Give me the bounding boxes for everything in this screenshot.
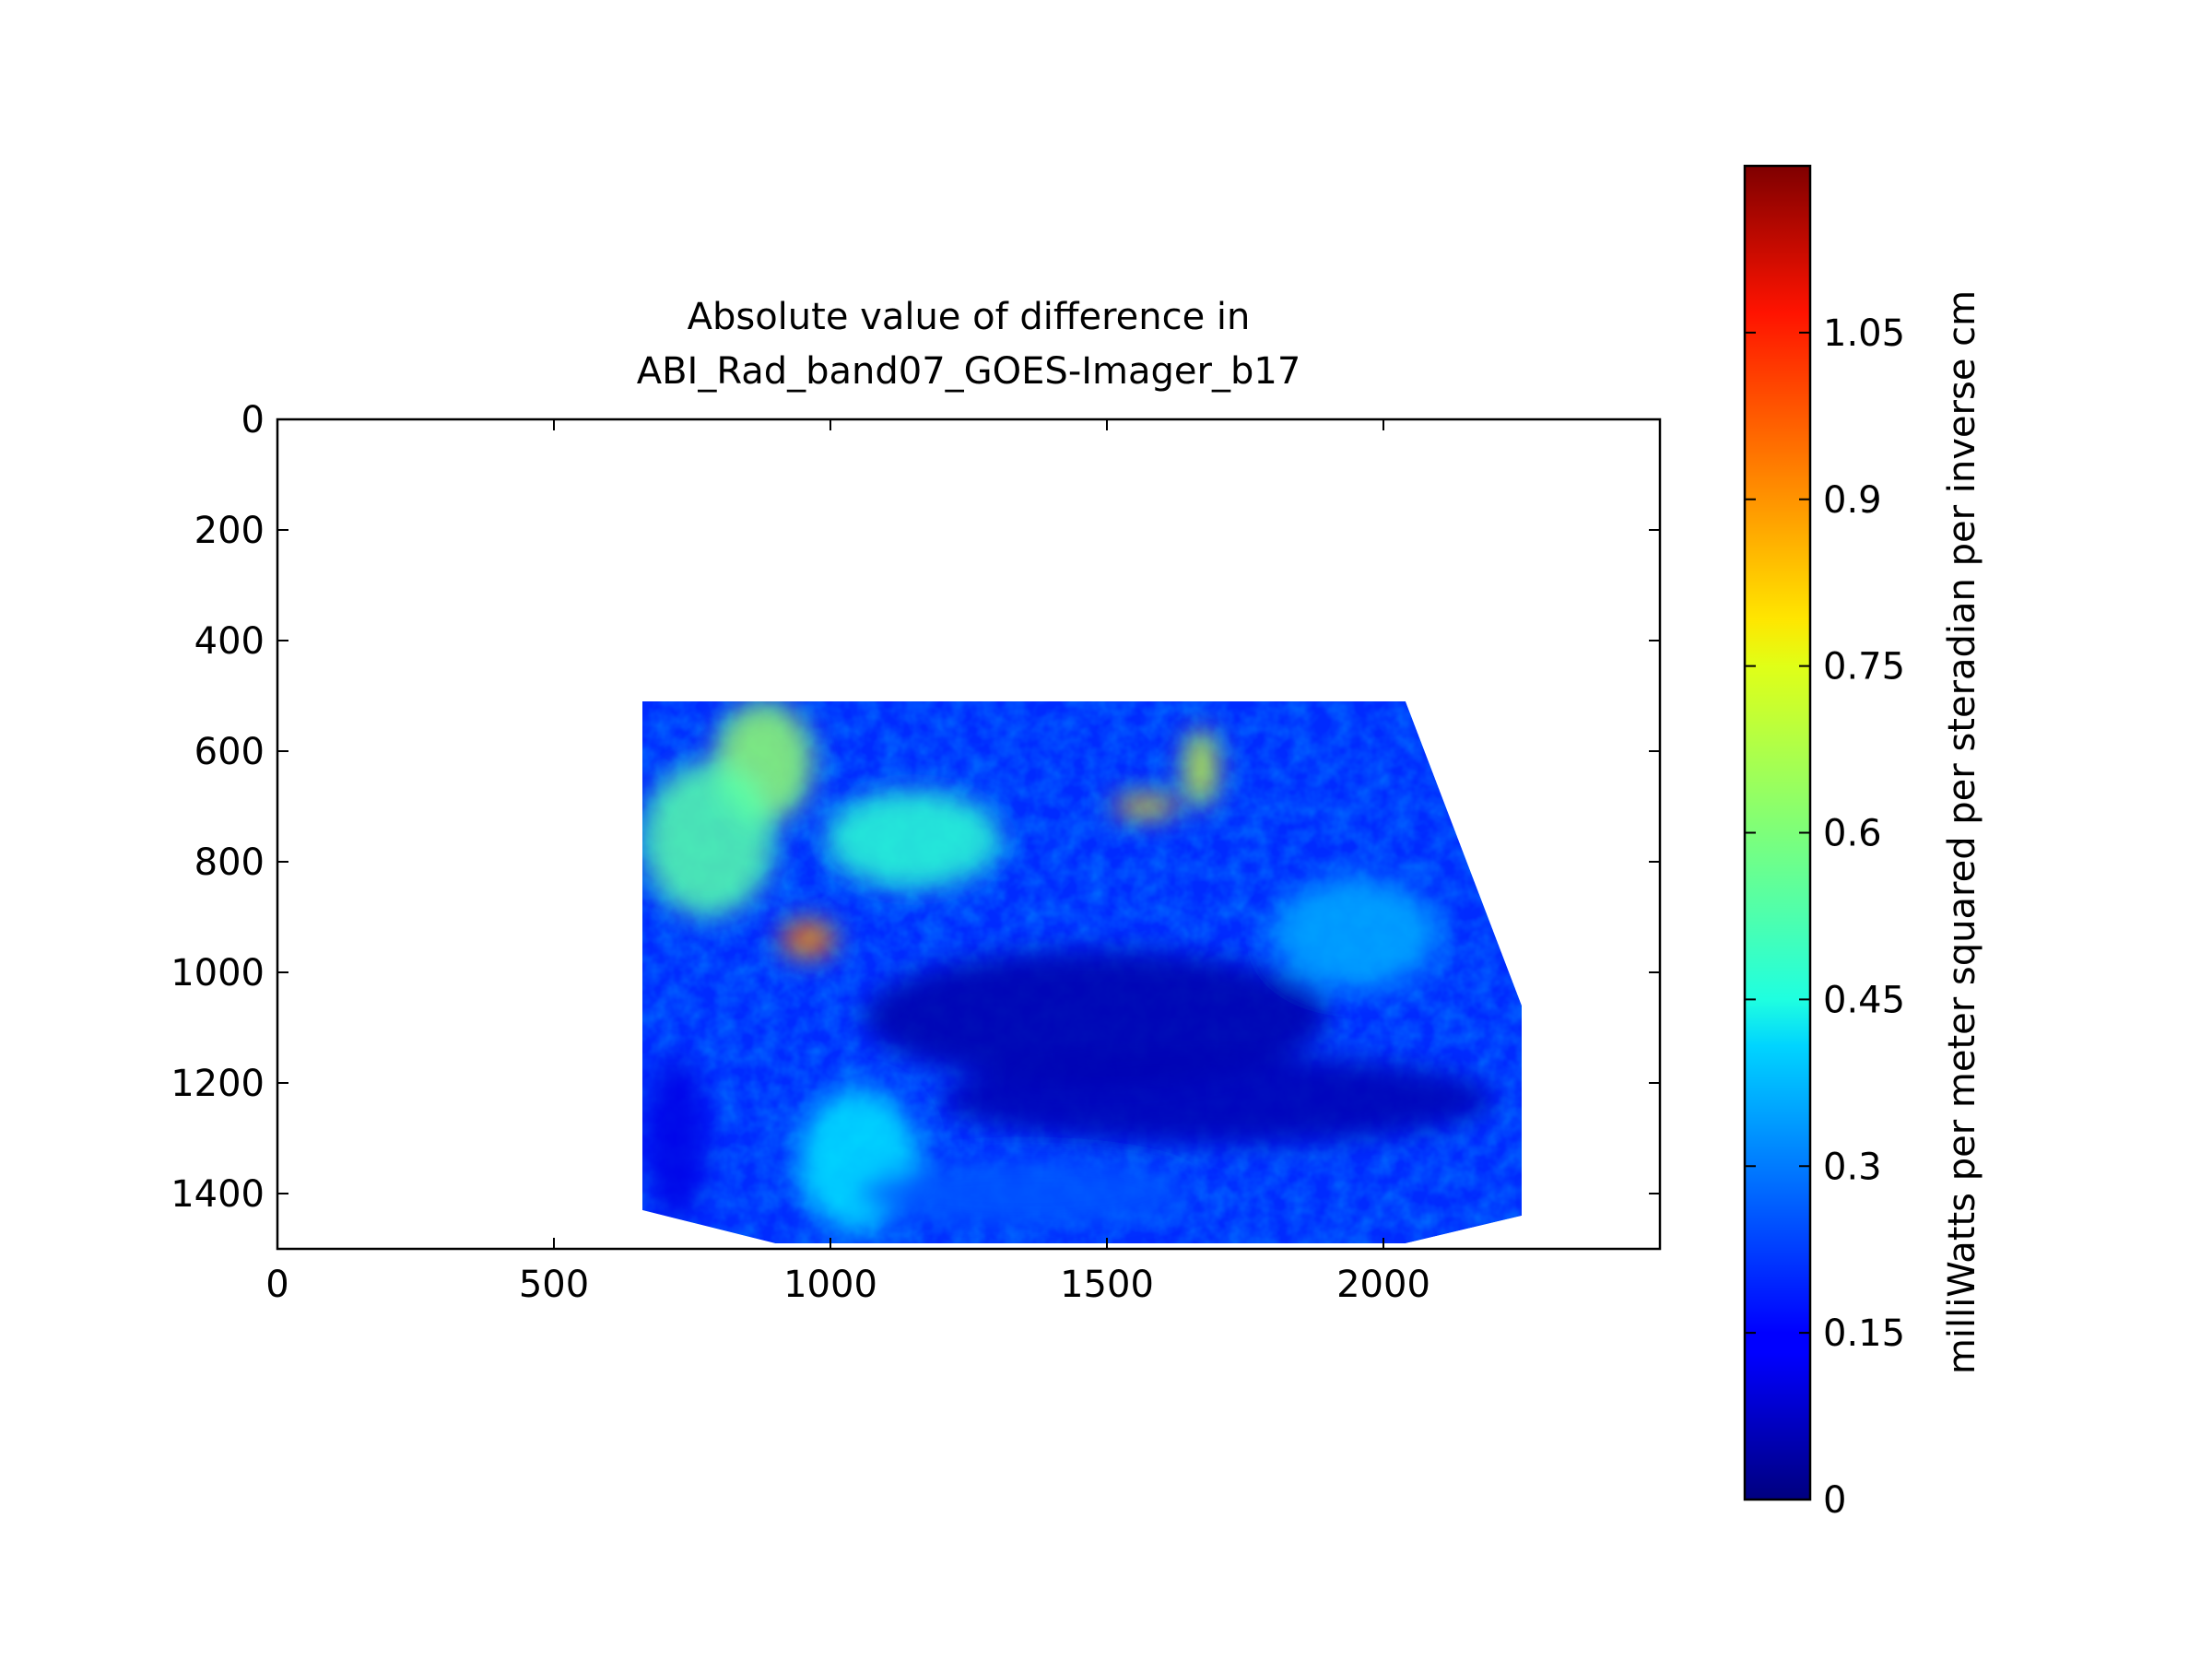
heatmap-feature [1273,878,1439,989]
heatmap-feature [781,920,836,959]
heatmap-feature [642,1055,709,1221]
plot-area [642,701,1522,1243]
heatmap-feature [941,1055,1494,1144]
chart-title-line-1: Absolute value of difference in [688,296,1251,338]
colorbar-tick-label: 0.6 [1823,813,1882,855]
colorbar-tick-label: 1.05 [1823,312,1905,355]
chart-title-line-2: ABI_Rad_band07_GOES-Imager_b17 [637,350,1301,393]
x-tick-label: 1000 [783,1264,877,1306]
y-tick-label: 1400 [171,1173,265,1216]
colorbar-tick-label: 0 [1823,1479,1846,1522]
heatmap-feature [825,790,1002,889]
heatmap-region [642,701,1522,1243]
x-tick-label: 0 [265,1264,288,1306]
colorbar: 0 0.15 0.3 0.45 0.6 0.75 0.9 1.05 milliWatts pe… [1743,164,1983,1522]
y-tick-label: 1000 [171,952,265,994]
heatmap-feature [864,950,1328,1083]
colorbar-tick-label: 0.45 [1823,979,1905,1021]
colorbar-label: milliWatts per meter squared per steradi… [1941,290,1983,1374]
y-axis: 0 200 400 600 800 1000 1200 1400 [171,399,1660,1216]
colorbar-tick-label: 0.75 [1823,646,1905,688]
heatmap-feature [642,762,775,917]
y-tick-label: 0 [241,399,265,441]
x-tick-label: 500 [519,1264,589,1306]
y-tick-label: 400 [194,620,265,663]
heatmap-feature [1184,729,1218,806]
colorbar-tick-label: 0.15 [1823,1312,1905,1355]
x-tick-label: 1500 [1060,1264,1154,1306]
y-tick-label: 1200 [171,1063,265,1105]
colorbar-ticks: 0 0.15 0.3 0.45 0.6 0.75 0.9 1.05 [1745,312,1905,1522]
y-tick-label: 600 [194,731,265,773]
x-tick-label: 2000 [1336,1264,1430,1306]
plot-frame [276,418,1662,1251]
colorbar-tick-label: 0.9 [1823,479,1882,522]
heatmap-feature [858,1160,1190,1227]
heatmap-image [642,701,1522,1243]
heatmap-feature [1112,795,1179,818]
colorbar-tick-label: 0.3 [1823,1146,1882,1188]
y-tick-label: 800 [194,841,265,884]
x-axis: 0 500 1000 1500 2000 [265,419,1430,1306]
y-tick-label: 200 [194,510,265,552]
